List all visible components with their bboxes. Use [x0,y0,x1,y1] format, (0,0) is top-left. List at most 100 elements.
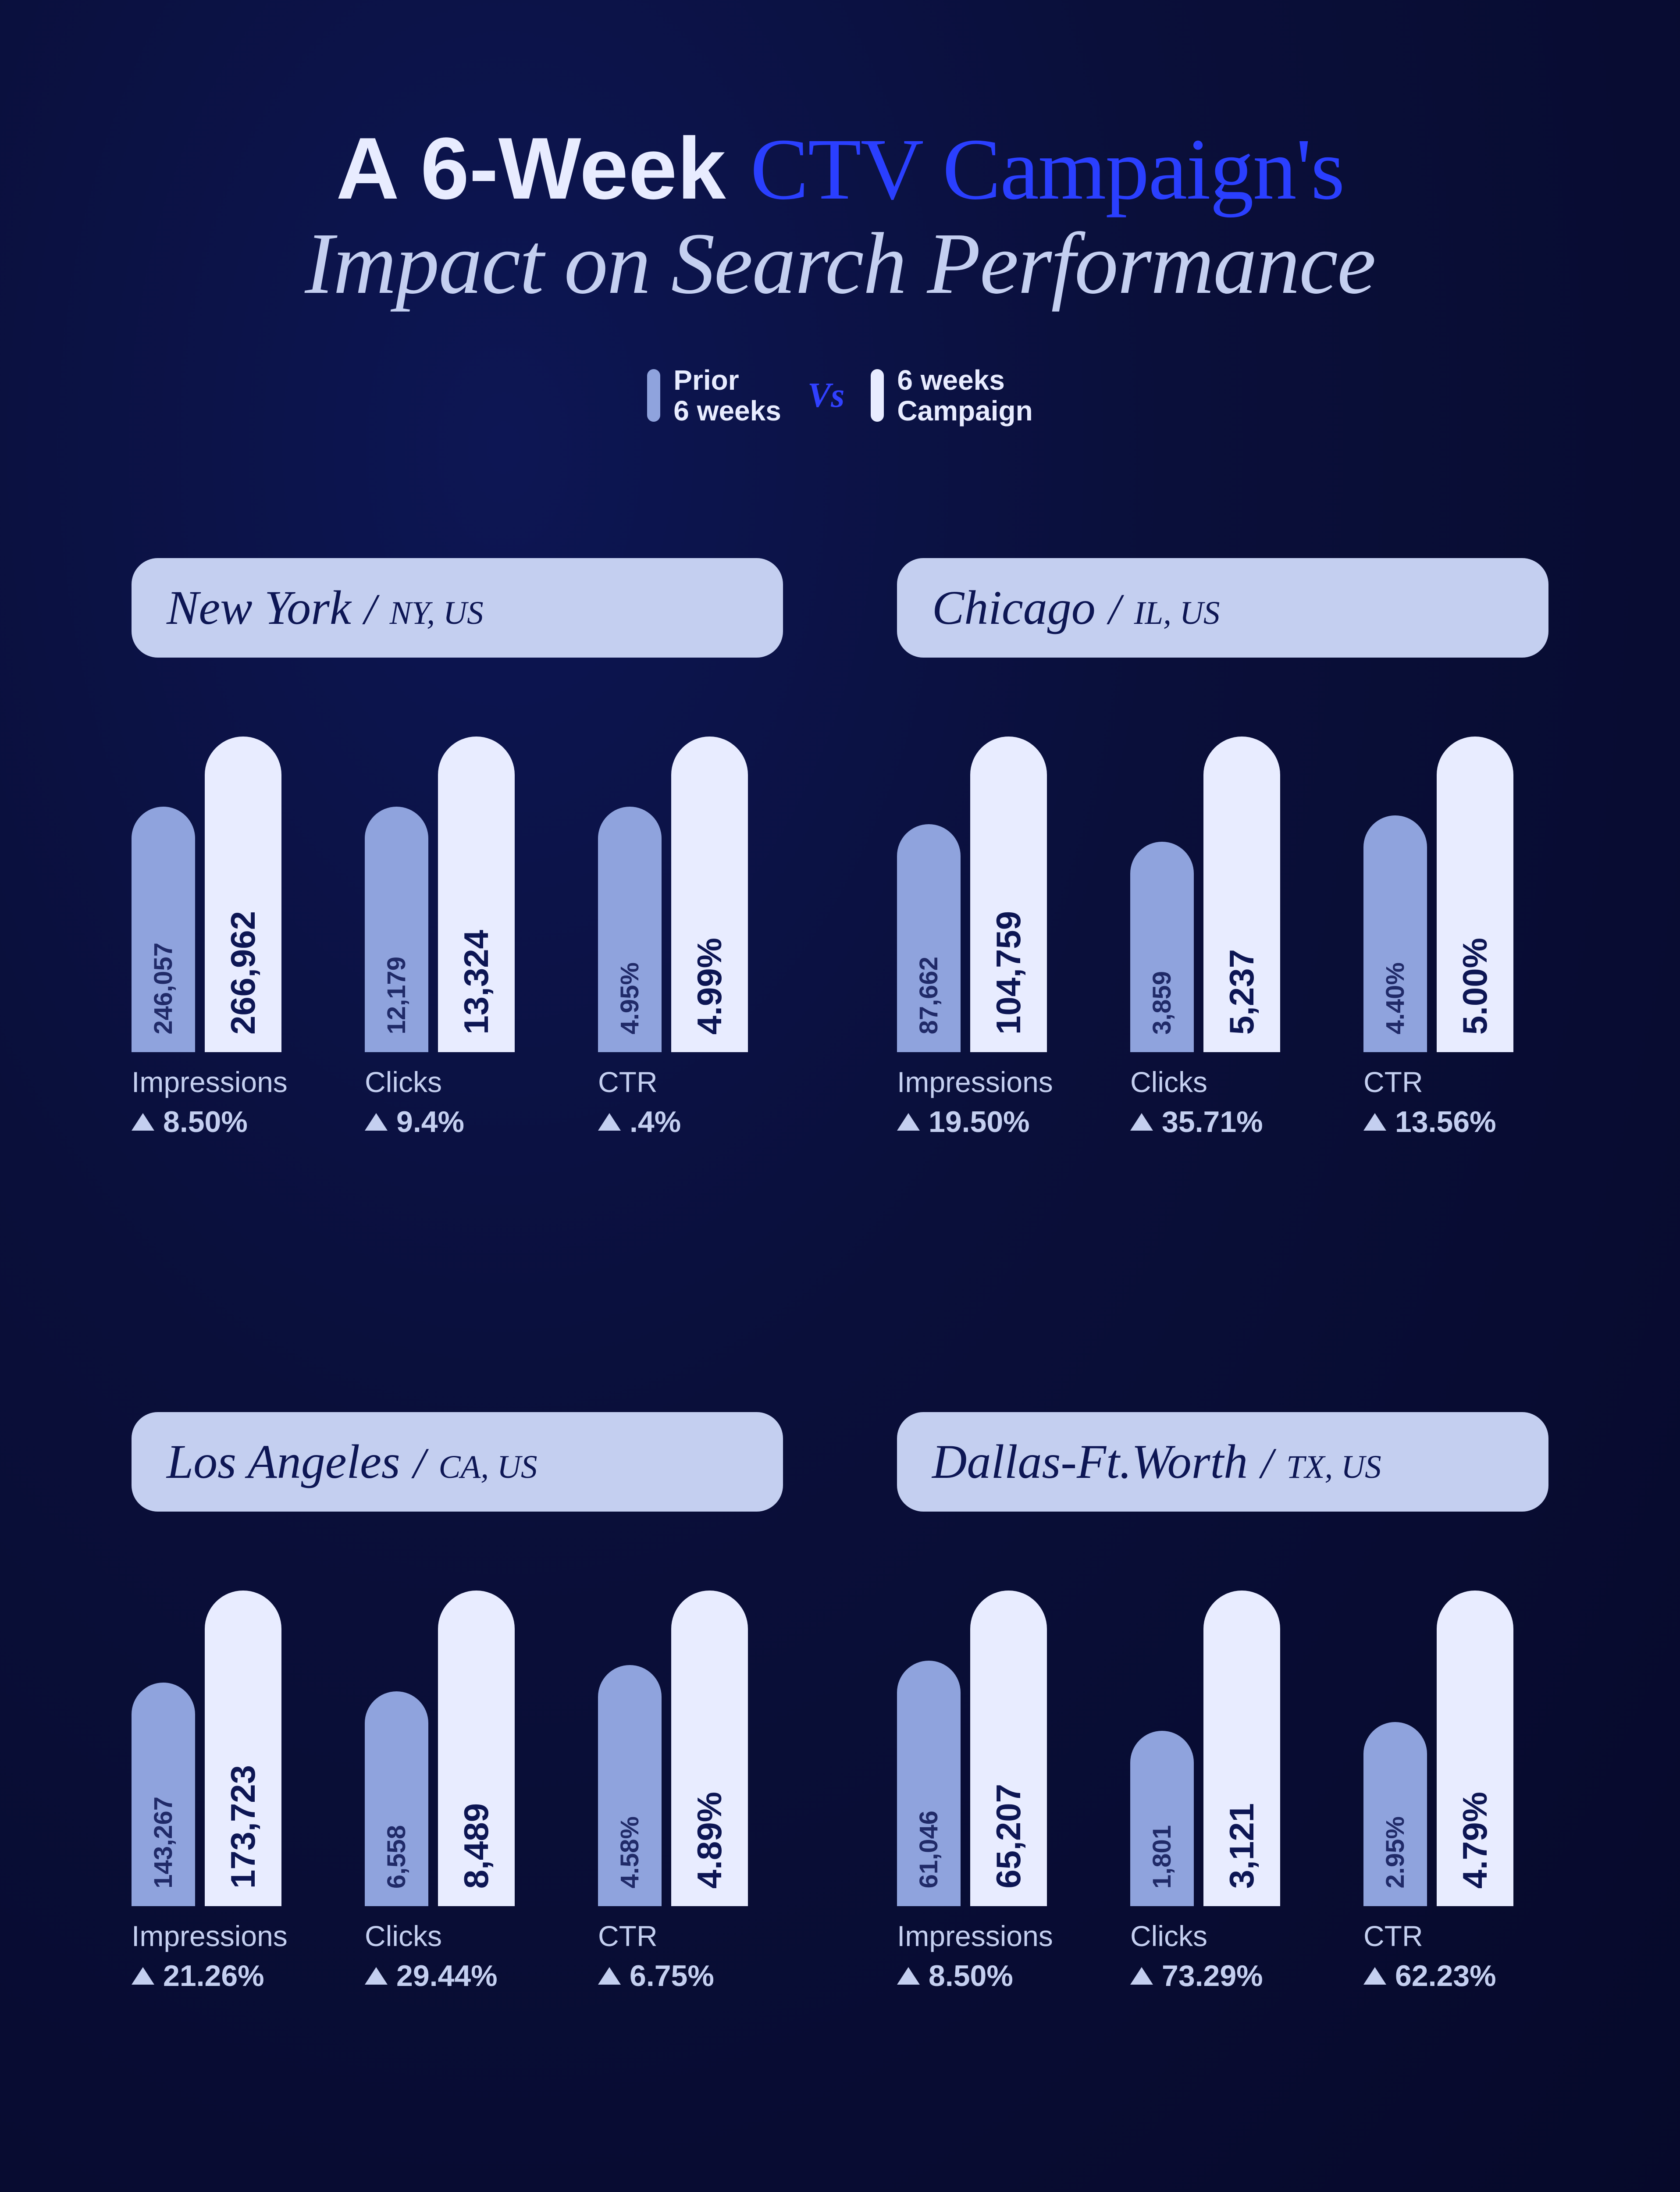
bar-prior: 143,267 [132,1683,195,1906]
bar-campaign-value: 4.99% [690,920,730,1052]
metrics-row: 143,267173,723Impressions21.26%6,5588,48… [132,1591,783,1993]
legend-bar-campaign-icon [871,369,884,422]
bar-campaign: 104,759 [970,737,1047,1052]
bar-prior: 4.40% [1363,815,1427,1052]
metric-label: Impressions [897,1065,1082,1099]
change-value: 62.23% [1395,1959,1496,1993]
metric-label: Impressions [897,1919,1082,1953]
bar-pair: 1,801 3,121 [1130,1591,1315,1906]
bar-campaign-value: 13,324 [456,912,496,1052]
infographic-page: A 6-Week CTV Campaign's Impact on Search… [0,0,1680,2192]
bar-prior-value: 3,859 [1147,954,1177,1052]
metric-label: CTR [1363,1919,1548,1953]
city-card: Dallas-Ft.Worth/TX, US61,04665,207Impres… [897,1412,1548,2152]
bar-campaign-value: 4.89% [690,1774,730,1906]
metrics-row: 246,057266,962 Impressions 8.50% 12,179 13,3… [132,737,783,1139]
metric-label: CTR [1363,1065,1548,1099]
bar-prior: 61,046 [897,1661,961,1906]
city-name: New York [167,580,351,636]
legend-prior: Prior 6 weeks [647,365,781,427]
metric-change: 73.29% [1130,1959,1315,1993]
legend-vs: Vs [808,376,845,416]
bar-pair: 87,662104,759 [897,737,1082,1052]
bar-campaign: 266,962 [205,737,281,1052]
change-value: 19.50% [929,1105,1030,1139]
bar-prior: 4.58% [598,1665,662,1906]
change-value: 21.26% [163,1959,264,1993]
bar-prior: 4.95% [598,807,662,1052]
bar-campaign: 4.99% [671,737,748,1052]
metric-clicks: 6,5588,489 Clicks 29.44% [365,1591,550,1993]
bar-pair: 61,04665,207 [897,1591,1082,1906]
metric-label: CTR [598,1065,783,1099]
change-value: 6.75% [630,1959,714,1993]
triangle-up-icon [897,1113,920,1131]
bar-prior-value: 4.95% [615,945,644,1052]
triangle-up-icon [897,1967,920,1985]
metric-ctr: 4.58% 4.89% CTR 6.75% [598,1591,783,1993]
metric-change: 29.44% [365,1959,550,1993]
bar-campaign: 5,237 [1203,737,1280,1052]
city-name: Los Angeles [167,1434,400,1490]
slash-icon: / [1261,1438,1273,1488]
metric-label: Clicks [1130,1065,1315,1099]
bar-pair: 6,5588,489 [365,1591,550,1906]
bar-pair: 12,179 13,324 [365,737,550,1052]
triangle-up-icon [365,1967,388,1985]
bar-campaign: 173,723 [205,1591,281,1906]
triangle-up-icon [365,1113,388,1131]
change-value: 29.44% [396,1959,498,1993]
change-value: .4% [630,1105,681,1139]
metric-ctr: 4.40%5.00%CTR13.56% [1363,737,1548,1139]
metric-change: 35.71% [1130,1105,1315,1139]
change-value: 8.50% [163,1105,248,1139]
bar-campaign-value: 3,121 [1222,1786,1262,1906]
metric-ctr: 4.95% 4.99% CTR .4% [598,737,783,1139]
legend-campaign: 6 weeks Campaign [871,365,1032,427]
bar-prior-value: 2.95% [1381,1799,1410,1906]
legend: Prior 6 weeks Vs 6 weeks Campaign [132,365,1548,427]
metric-label: Clicks [365,1919,550,1953]
triangle-up-icon [598,1113,621,1131]
city-grid: New York / NY, US 246,057266,962 Impressions… [132,558,1548,2152]
metric-clicks: 12,17913,324Clicks9.4% [365,737,550,1139]
bar-prior-value: 12,179 [382,939,411,1052]
bar-prior: 3,859 [1130,842,1194,1052]
metric-change: 21.26% [132,1959,317,1993]
metric-change: 8.50% [132,1105,317,1139]
metric-change: 6.75% [598,1959,783,1993]
legend-campaign-label: 6 weeks Campaign [897,365,1032,427]
metric-impressions: 246,057266,962 Impressions 8.50% [132,737,317,1139]
triangle-up-icon [1130,1113,1153,1131]
bar-prior: 246,057 [132,807,195,1052]
bar-campaign: 65,207 [970,1591,1047,1906]
title-line-2: Impact on Search Performance [132,216,1548,312]
slash-icon: / [413,1438,426,1488]
triangle-up-icon [132,1967,154,1985]
bar-prior: 1,801 [1130,1731,1194,1906]
title-part-1: A 6-Week [336,120,726,217]
triangle-up-icon [1130,1967,1153,1985]
title-block: A 6-Week CTV Campaign's Impact on Search… [132,123,1548,312]
bar-pair: 246,057266,962 [132,737,317,1052]
bar-campaign-value: 104,759 [989,893,1029,1052]
metric-label: Impressions [132,1065,317,1099]
metric-change: 62.23% [1363,1959,1548,1993]
city-location: NY, US [390,594,484,632]
title-part-2: CTV Campaign's [750,121,1344,218]
bar-pair: 4.58% 4.89% [598,1591,783,1906]
metric-label: CTR [598,1919,783,1953]
bar-prior-value: 143,267 [149,1779,178,1906]
metrics-row: 61,04665,207Impressions8.50%1,8013,121Cl… [897,1591,1548,1993]
bar-prior-value: 4.40% [1381,945,1410,1052]
city-name: Dallas-Ft.Worth [932,1434,1248,1490]
bar-prior: 2.95% [1363,1722,1427,1906]
title-line-1: A 6-Week CTV Campaign's [132,123,1548,216]
bar-campaign-value: 5,237 [1222,932,1262,1052]
bar-campaign-value: 4.79% [1455,1774,1495,1906]
bar-prior-value: 6,558 [382,1808,411,1906]
bar-campaign: 3,121 [1203,1591,1280,1906]
triangle-up-icon [598,1967,621,1985]
bar-campaign-value: 173,723 [223,1747,263,1906]
metrics-row: 87,662104,759 Impressions 19.50% 3,859 5,237… [897,737,1548,1139]
